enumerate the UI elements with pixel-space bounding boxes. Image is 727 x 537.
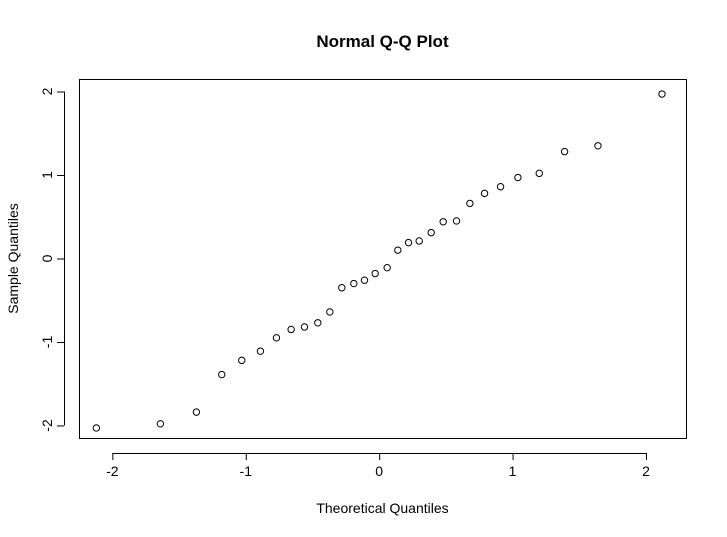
data-point xyxy=(156,420,165,428)
data-point xyxy=(314,319,322,327)
y-tick-label: -2 xyxy=(39,419,55,432)
data-point xyxy=(496,183,505,191)
data-point xyxy=(300,323,309,331)
data-point xyxy=(350,279,358,288)
y-tick-label: -1 xyxy=(39,336,55,349)
data-point xyxy=(514,173,522,182)
data-points xyxy=(92,90,666,432)
data-point xyxy=(452,217,461,225)
data-point xyxy=(394,246,402,254)
x-tick-label: 1 xyxy=(509,463,517,479)
data-point xyxy=(480,189,489,198)
data-point xyxy=(415,237,423,245)
data-point xyxy=(326,308,334,316)
data-point xyxy=(256,347,265,355)
data-point xyxy=(404,238,413,247)
y-axis-label: Sample Quantiles xyxy=(5,203,21,314)
y-tick-label: 2 xyxy=(39,87,55,95)
data-point xyxy=(439,218,447,226)
y-tick-label: 1 xyxy=(39,171,55,179)
data-point xyxy=(535,169,543,178)
chart-title: Normal Q-Q Plot xyxy=(316,32,449,51)
x-tick-label: -2 xyxy=(106,463,119,479)
x-tick-label: 2 xyxy=(642,463,650,479)
data-point xyxy=(92,424,101,432)
data-point xyxy=(560,147,569,156)
y-tick-label: 0 xyxy=(39,254,55,262)
data-point xyxy=(272,334,281,342)
x-tick-label: 0 xyxy=(375,463,383,479)
x-axis: -2 -1 0 1 2 xyxy=(106,453,650,479)
data-point xyxy=(287,325,295,334)
x-axis-label: Theoretical Quantiles xyxy=(316,500,448,516)
data-point xyxy=(371,269,379,278)
x-tick-label: -1 xyxy=(240,463,253,479)
data-point xyxy=(383,263,391,272)
data-point xyxy=(658,90,666,98)
data-point xyxy=(466,199,474,208)
data-point xyxy=(218,370,226,379)
data-point xyxy=(338,284,346,292)
y-axis: -2 -1 0 1 2 xyxy=(39,87,65,432)
data-point xyxy=(594,142,602,150)
data-point xyxy=(192,408,201,416)
data-point xyxy=(238,356,246,365)
data-point xyxy=(427,228,435,237)
plot-frame xyxy=(79,79,687,439)
data-point xyxy=(360,276,369,284)
